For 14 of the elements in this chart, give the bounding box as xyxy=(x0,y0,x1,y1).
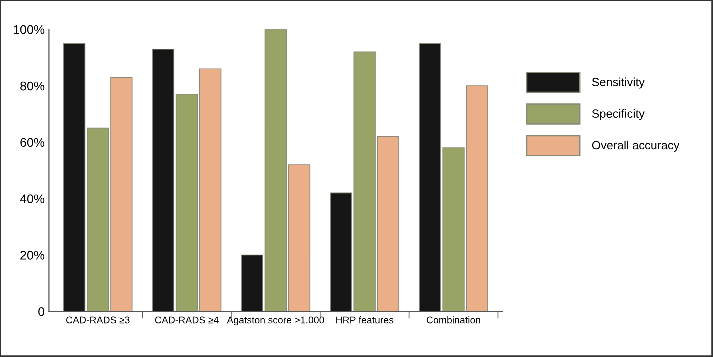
legend-label: Sensitivity xyxy=(592,78,645,89)
legend-label: Specificity xyxy=(592,109,645,120)
y-tick-label: 20% xyxy=(20,251,45,260)
y-tick-label: 40% xyxy=(20,194,45,204)
x-tick-label: Combination xyxy=(426,316,480,324)
x-tick-label: Agatston score >1.000 xyxy=(227,316,324,326)
y-tick-label: 100% xyxy=(14,25,45,34)
y-tick-label: 60% xyxy=(20,138,45,148)
x-tick-label: HRP features xyxy=(336,316,394,324)
y-tick-label: 80% xyxy=(20,82,45,91)
x-tick-label: CAD-RADS ≥3 xyxy=(66,316,130,324)
y-tick-label: 0 xyxy=(38,307,45,316)
legend-label: Overall accuracy xyxy=(592,140,680,152)
x-tick-label: CAD-RADS ≥4 xyxy=(155,316,219,324)
